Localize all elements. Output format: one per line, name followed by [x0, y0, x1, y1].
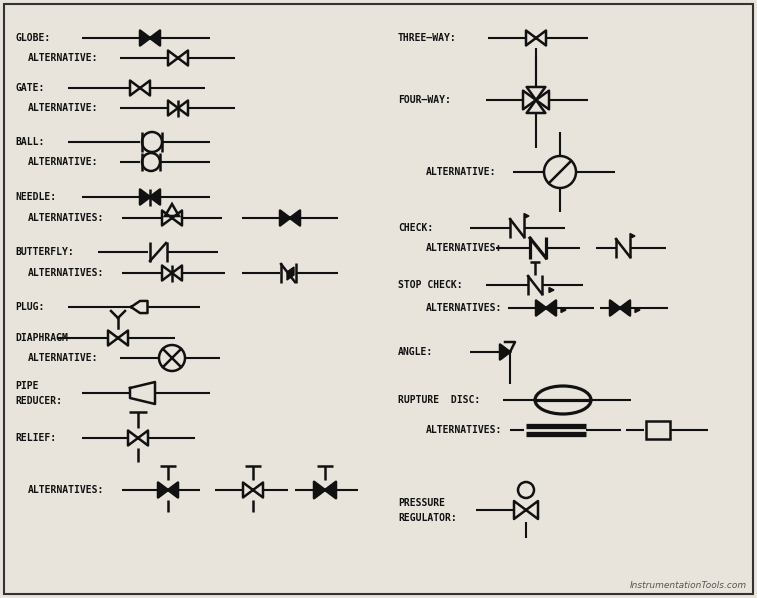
FancyBboxPatch shape: [4, 4, 753, 594]
Polygon shape: [130, 81, 140, 96]
Polygon shape: [610, 301, 620, 316]
Polygon shape: [172, 266, 182, 280]
Polygon shape: [536, 30, 546, 45]
Text: ALTERNATIVES:: ALTERNATIVES:: [426, 303, 503, 313]
Polygon shape: [138, 431, 148, 446]
Text: GLOBE:: GLOBE:: [15, 33, 50, 43]
Polygon shape: [158, 483, 168, 498]
Text: RELIEF:: RELIEF:: [15, 433, 56, 443]
Polygon shape: [150, 190, 160, 205]
Text: ALTERNATIVE:: ALTERNATIVE:: [28, 103, 98, 113]
Text: RUPTURE  DISC:: RUPTURE DISC:: [398, 395, 480, 405]
Text: ALTERNATIVES:: ALTERNATIVES:: [28, 485, 104, 495]
Polygon shape: [280, 210, 290, 225]
Polygon shape: [561, 307, 566, 313]
Text: PIPE: PIPE: [15, 381, 39, 391]
Polygon shape: [243, 483, 253, 498]
Polygon shape: [162, 266, 172, 280]
Text: DIAPHRAGM: DIAPHRAGM: [15, 333, 68, 343]
Polygon shape: [620, 301, 630, 316]
Polygon shape: [549, 288, 554, 292]
Text: BALL:: BALL:: [15, 137, 45, 147]
Polygon shape: [172, 210, 182, 225]
Text: THREE–WAY:: THREE–WAY:: [398, 33, 456, 43]
Polygon shape: [630, 233, 635, 239]
Text: ANGLE:: ANGLE:: [398, 347, 433, 357]
Polygon shape: [128, 431, 138, 446]
Polygon shape: [178, 100, 188, 115]
Polygon shape: [325, 482, 336, 498]
Text: ALTERNATIVE:: ALTERNATIVE:: [28, 157, 98, 167]
Polygon shape: [131, 301, 148, 313]
Text: PLUG:: PLUG:: [15, 302, 45, 312]
Polygon shape: [523, 91, 536, 109]
Text: ALTERNATIVE:: ALTERNATIVE:: [426, 167, 497, 177]
Text: ALTERNATIVE:: ALTERNATIVE:: [28, 53, 98, 63]
Text: ALTERNATIVES:: ALTERNATIVES:: [28, 268, 104, 278]
Text: ALTERNATIVE:: ALTERNATIVE:: [28, 353, 98, 363]
Polygon shape: [290, 210, 300, 225]
Text: BUTTERFLY:: BUTTERFLY:: [15, 247, 73, 257]
Text: PRESSURE: PRESSURE: [398, 498, 445, 508]
Polygon shape: [168, 50, 178, 66]
Polygon shape: [527, 87, 545, 100]
Polygon shape: [536, 91, 549, 109]
Text: ALTERNATIVES:: ALTERNATIVES:: [426, 425, 503, 435]
Polygon shape: [287, 267, 294, 280]
Bar: [646, 421, 670, 439]
Text: NEEDLE:: NEEDLE:: [15, 192, 56, 202]
Polygon shape: [253, 483, 263, 498]
Polygon shape: [527, 100, 545, 113]
Polygon shape: [178, 50, 188, 66]
Polygon shape: [546, 301, 556, 316]
Polygon shape: [140, 81, 150, 96]
Text: FOUR–WAY:: FOUR–WAY:: [398, 95, 451, 105]
Polygon shape: [314, 482, 325, 498]
Text: STOP CHECK:: STOP CHECK:: [398, 280, 463, 290]
Polygon shape: [108, 331, 118, 346]
Text: InstrumentationTools.com: InstrumentationTools.com: [630, 581, 747, 590]
Polygon shape: [168, 483, 178, 498]
Polygon shape: [524, 213, 529, 218]
Text: REGULATOR:: REGULATOR:: [398, 513, 456, 523]
Polygon shape: [526, 30, 536, 45]
Text: ALTERNATIVES:: ALTERNATIVES:: [426, 243, 503, 253]
Polygon shape: [130, 382, 155, 404]
Polygon shape: [635, 307, 640, 313]
Polygon shape: [140, 190, 150, 205]
Polygon shape: [150, 30, 160, 45]
Text: REDUCER:: REDUCER:: [15, 396, 62, 406]
Polygon shape: [140, 30, 150, 45]
Polygon shape: [526, 501, 538, 519]
Text: GATE:: GATE:: [15, 83, 45, 93]
Text: CHECK:: CHECK:: [398, 223, 433, 233]
Polygon shape: [514, 501, 526, 519]
Polygon shape: [505, 342, 515, 352]
Polygon shape: [162, 210, 172, 225]
Polygon shape: [168, 100, 178, 115]
Polygon shape: [118, 331, 128, 346]
Polygon shape: [536, 301, 546, 316]
Text: ALTERNATIVES:: ALTERNATIVES:: [28, 213, 104, 223]
Polygon shape: [500, 344, 510, 359]
